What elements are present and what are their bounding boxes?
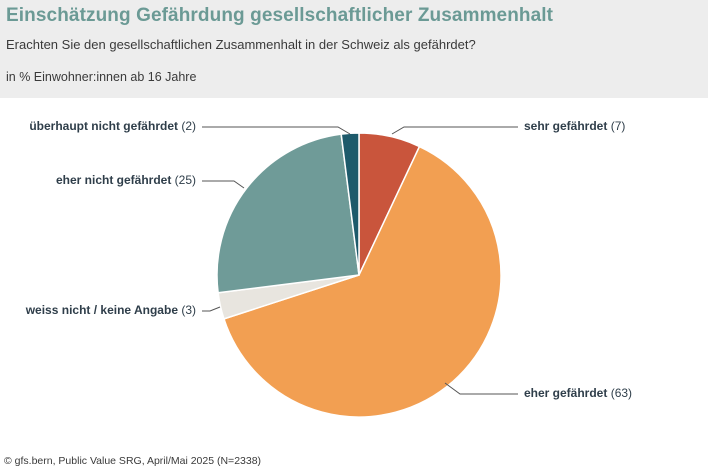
chart-question: Erachten Sie den gesellschaftlichen Zusa… xyxy=(6,37,476,52)
pie-slice-5 xyxy=(340,132,360,276)
slice-label-3: weiss nicht / keine Angabe (3) xyxy=(25,303,196,317)
slice-label-name: weiss nicht / keine Angabe xyxy=(25,303,182,317)
slice-label-name: sehr gefährdet xyxy=(524,119,611,133)
slice-label-name: eher gefährdet xyxy=(524,386,611,400)
slice-label-value: (25) xyxy=(175,173,196,187)
slice-label-value: (7) xyxy=(611,119,626,133)
leader-line-3 xyxy=(202,306,221,312)
slice-label-value: (63) xyxy=(611,386,632,400)
leader-line-4 xyxy=(202,180,245,189)
pie-chart: sehr gefährdet (7) eher gefährdet (63) wei… xyxy=(25,119,632,418)
slice-label-value: (3) xyxy=(181,303,196,317)
source-note: © gfs.bern, Public Value SRG, April/Mai … xyxy=(4,455,262,467)
leader-line-1 xyxy=(391,126,518,135)
pie-slice-2 xyxy=(223,145,502,418)
leader-line-5 xyxy=(202,126,351,135)
pie-slice-4 xyxy=(216,133,360,294)
chart-title: Einschätzung Gefährdung gesellschaftlich… xyxy=(6,5,554,26)
slice-label-4: eher nicht gefährdet (25) xyxy=(56,173,196,187)
slice-label-name: eher nicht gefährdet xyxy=(56,173,175,187)
slice-label-5: überhaupt nicht gefährdet (2) xyxy=(29,119,196,133)
slice-label-2: eher gefährdet (63) xyxy=(524,386,632,400)
slice-label-value: (2) xyxy=(181,119,196,133)
slice-label-name: überhaupt nicht gefährdet xyxy=(29,119,181,133)
chart-header: Einschätzung Gefährdung gesellschaftlich… xyxy=(0,0,708,98)
slice-label-1: sehr gefährdet (7) xyxy=(524,119,625,133)
chart-unit: in % Einwohner:innen ab 16 Jahre xyxy=(6,70,197,84)
leader-line-2 xyxy=(444,382,518,395)
